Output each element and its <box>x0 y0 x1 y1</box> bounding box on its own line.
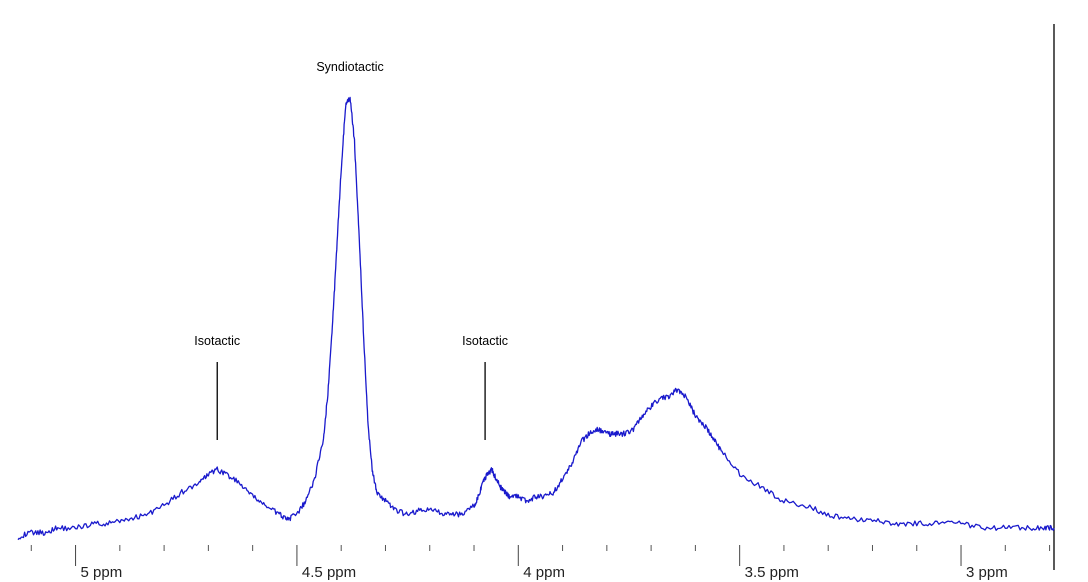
tick-label: 3.5 ppm <box>745 564 799 581</box>
tick-label: 4.5 ppm <box>302 564 356 581</box>
annotation-label: Syndiotactic <box>316 60 383 74</box>
peak-annotations: Isotactic Syndiotactic Isotactic <box>194 60 508 440</box>
tick-label: 4 ppm <box>523 564 565 581</box>
tick-label: 3 ppm <box>966 564 1008 581</box>
x-axis-ticks: 5 ppm 4.5 ppm 4 ppm 3.5 ppm 3 ppm <box>30 545 1051 581</box>
tick-label: 5 ppm <box>81 564 123 581</box>
annotation-label: Isotactic <box>194 334 240 348</box>
annotation-label: Isotactic <box>462 334 508 348</box>
spectrum-line <box>17 96 1055 541</box>
